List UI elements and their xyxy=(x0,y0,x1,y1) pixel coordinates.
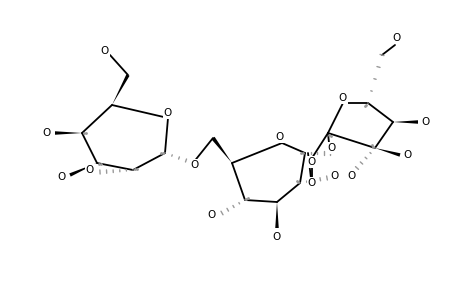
Polygon shape xyxy=(374,148,400,157)
Text: O: O xyxy=(347,171,355,181)
Text: O: O xyxy=(307,157,315,167)
Text: O: O xyxy=(421,117,429,127)
Text: O: O xyxy=(338,93,347,103)
Polygon shape xyxy=(55,131,82,135)
Text: O: O xyxy=(43,128,51,138)
Text: O: O xyxy=(330,171,338,181)
Polygon shape xyxy=(69,163,97,177)
Polygon shape xyxy=(112,74,129,105)
Polygon shape xyxy=(274,202,278,228)
Text: O: O xyxy=(275,132,284,142)
Text: O: O xyxy=(403,150,411,160)
Polygon shape xyxy=(211,137,231,163)
Text: O: O xyxy=(101,46,109,56)
Text: O: O xyxy=(207,210,216,220)
Text: O: O xyxy=(327,143,336,153)
Text: O: O xyxy=(86,165,94,175)
Polygon shape xyxy=(392,120,417,124)
Text: O: O xyxy=(307,178,315,188)
Text: O: O xyxy=(163,108,172,118)
Text: O: O xyxy=(272,232,280,242)
Text: O: O xyxy=(58,172,66,182)
Text: O: O xyxy=(190,160,199,170)
Text: O: O xyxy=(392,33,400,43)
